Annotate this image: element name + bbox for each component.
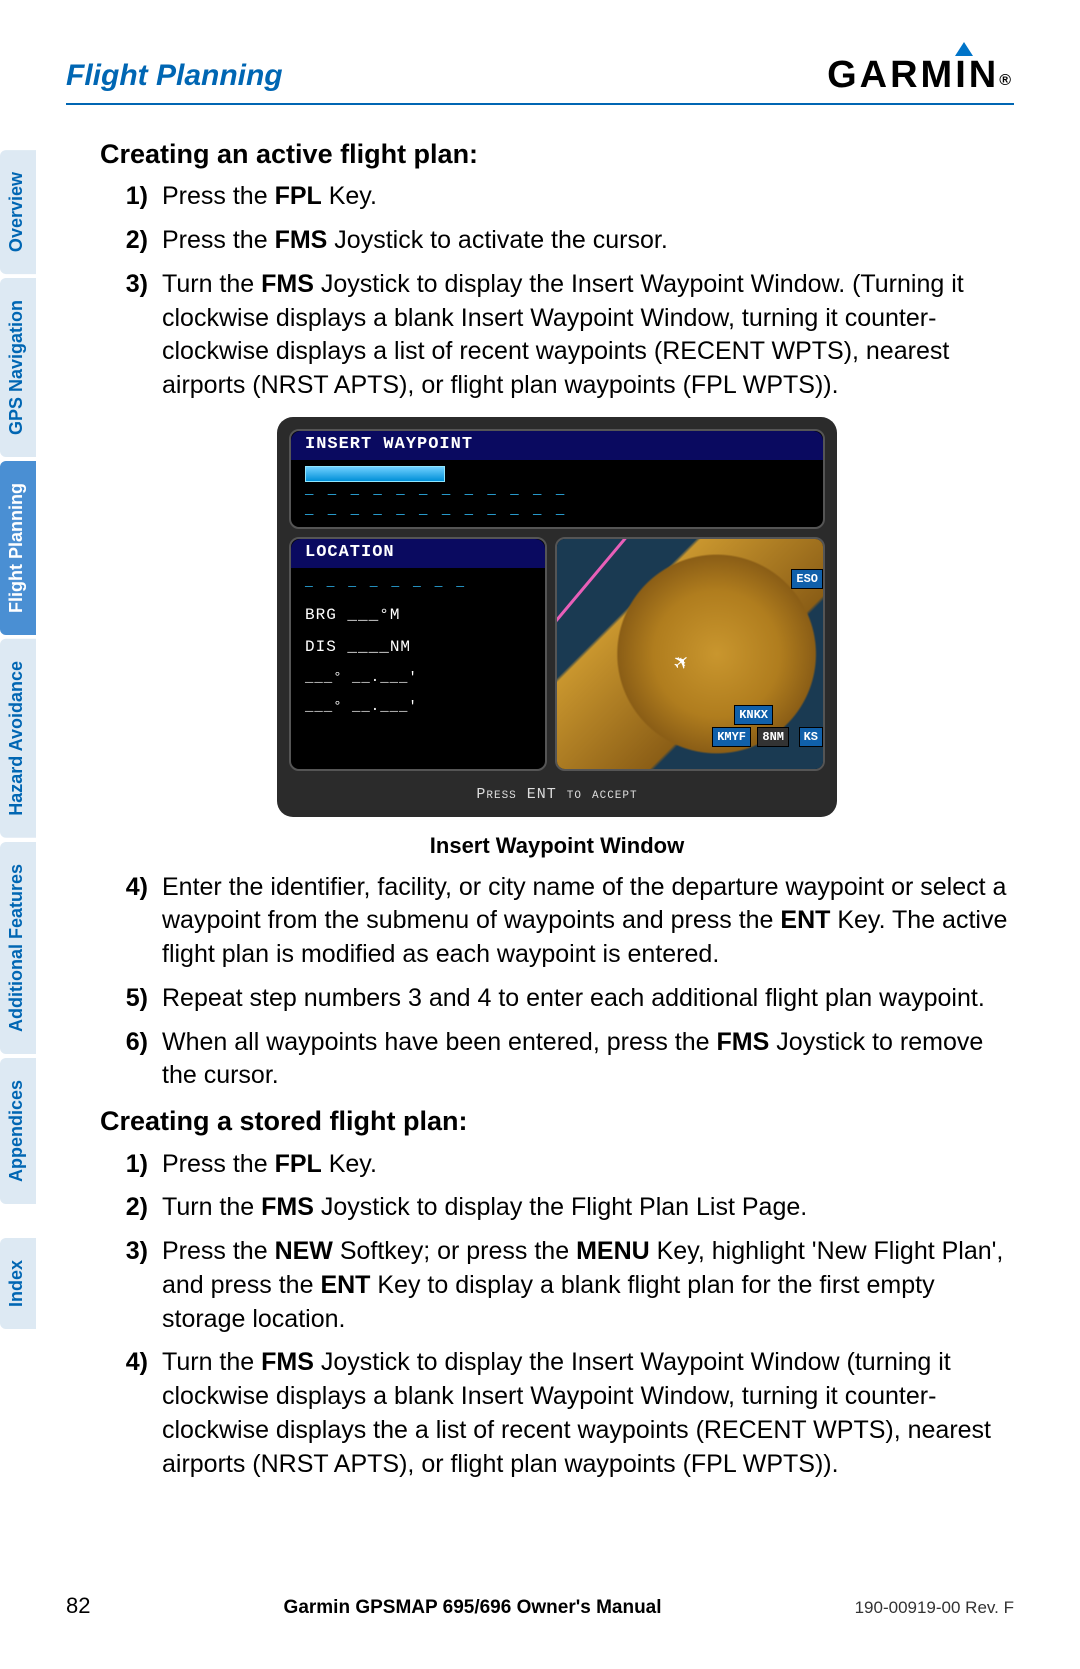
cursor-field	[305, 466, 445, 482]
footer-hint: Press ENT to accept	[289, 779, 825, 805]
tab-overview[interactable]: Overview	[0, 150, 36, 274]
location-panel: LOCATION — — — — — — — — BRG ___°M DIS _…	[289, 537, 547, 771]
sidebar-tabs: Overview GPS Navigation Flight Planning …	[0, 150, 36, 1329]
step-6: When all waypoints have been entered, pr…	[100, 1026, 1014, 1094]
stored-step-3: Press the NEW Softkey; or press the MENU…	[100, 1235, 1014, 1336]
stored-step-2: Turn the FMS Joystick to display the Fli…	[100, 1191, 1014, 1225]
mid-row: LOCATION — — — — — — — — BRG ___°M DIS _…	[289, 537, 825, 779]
figure-caption: Insert Waypoint Window	[430, 831, 684, 861]
map-label-ks: KS	[799, 727, 823, 747]
main-content: Creating an active flight plan: Press th…	[100, 130, 1014, 1491]
steps-active-plan: Press the FPL Key. Press the FMS Joystic…	[100, 180, 1014, 403]
brand-triangle-icon	[955, 42, 973, 56]
brg-line: BRG ___°M	[305, 605, 531, 627]
coord-line-2: ___° __.___'	[305, 698, 531, 717]
device-screen: INSERT WAYPOINT — — — — — — — — — — — — …	[277, 417, 837, 817]
tab-flight-planning[interactable]: Flight Planning	[0, 461, 36, 635]
heading-stored-plan: Creating a stored flight plan:	[100, 1103, 1014, 1139]
stored-step-1: Press the FPL Key.	[100, 1148, 1014, 1182]
step-3: Turn the FMS Joystick to display the Ins…	[100, 268, 1014, 403]
heading-active-plan: Creating an active flight plan:	[100, 136, 1014, 172]
insert-waypoint-panel: INSERT WAYPOINT — — — — — — — — — — — — …	[289, 429, 825, 529]
page-number: 82	[66, 1593, 90, 1619]
dis-line: DIS ____NM	[305, 637, 531, 659]
page-header: Flight Planning GARMIN®	[66, 54, 1014, 105]
tab-appendices[interactable]: Appendices	[0, 1058, 36, 1204]
steps-stored-plan: Press the FPL Key. Turn the FMS Joystick…	[100, 1148, 1014, 1482]
step-4: Enter the identifier, facility, or city …	[100, 871, 1014, 972]
step-2: Press the FMS Joystick to activate the c…	[100, 224, 1014, 258]
insert-panel-body: — — — — — — — — — — — — — — — — — — — — …	[291, 460, 823, 532]
footer-manual-title: Garmin GPSMAP 695/696 Owner's Manual	[90, 1597, 854, 1619]
step-1: Press the FPL Key.	[100, 180, 1014, 214]
map-label-eso: ESO	[791, 569, 823, 589]
tab-gps-navigation[interactable]: GPS Navigation	[0, 278, 36, 457]
insert-panel-title: INSERT WAYPOINT	[291, 431, 823, 460]
step-5: Repeat step numbers 3 and 4 to enter eac…	[100, 982, 1014, 1016]
stored-step-4: Turn the FMS Joystick to display the Ins…	[100, 1346, 1014, 1481]
coord-line-1: ___° __.___'	[305, 669, 531, 688]
steps-active-plan-cont: Enter the identifier, facility, or city …	[100, 871, 1014, 1094]
brand-dot: ®	[999, 72, 1014, 90]
tab-additional-features[interactable]: Additional Features	[0, 842, 36, 1054]
location-title: LOCATION	[291, 539, 545, 568]
map-label-kmyf: KMYF	[712, 727, 751, 747]
footer-revision: 190-00919-00 Rev. F	[855, 1598, 1014, 1618]
page-footer: 82 Garmin GPSMAP 695/696 Owner's Manual …	[66, 1593, 1014, 1619]
map-panel: ✈ ESO KNKX KMYF 8NM KS	[555, 537, 825, 771]
tab-index[interactable]: Index	[0, 1238, 36, 1329]
brand-logo: GARMIN®	[827, 54, 1014, 97]
dashed-row-2: — — — — — — — — — — — —	[305, 508, 809, 522]
figure-insert-waypoint: INSERT WAYPOINT — — — — — — — — — — — — …	[100, 417, 1014, 861]
brand-text: GARMIN	[827, 54, 999, 97]
dashed-row-1: — — — — — — — — — — — —	[305, 488, 809, 502]
tab-hazard-avoidance[interactable]: Hazard Avoidance	[0, 639, 36, 838]
location-dashes: — — — — — — — —	[305, 578, 531, 596]
location-body: — — — — — — — — BRG ___°M DIS ____NM ___…	[291, 568, 545, 727]
map-label-knkx: KNKX	[734, 705, 773, 725]
map-label-nm: 8NM	[757, 727, 789, 747]
section-title: Flight Planning	[66, 59, 283, 93]
